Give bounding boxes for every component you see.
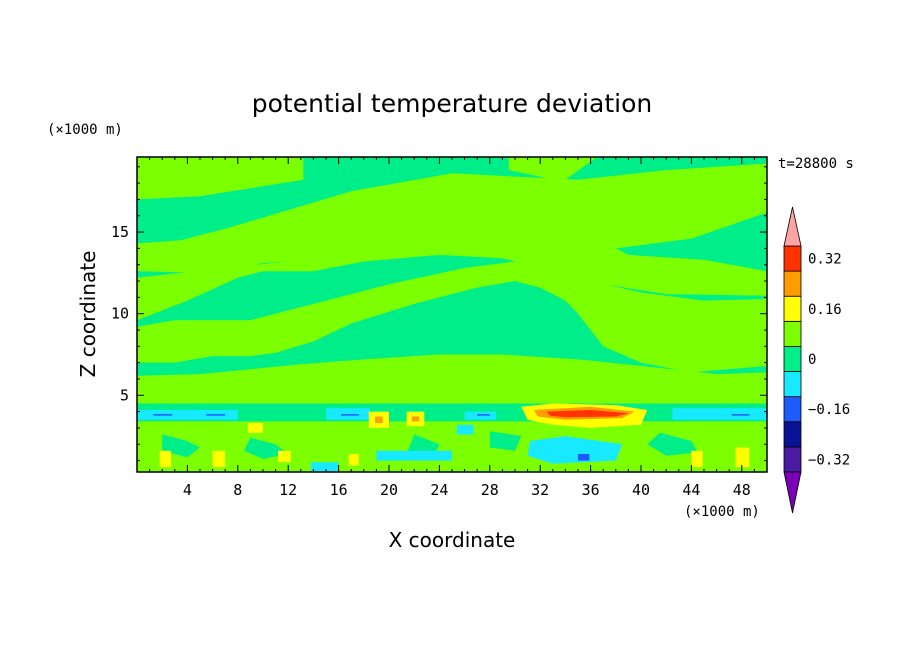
contour-region [137, 261, 767, 373]
contour-region [137, 157, 304, 200]
x-tick-label: 4 [183, 481, 192, 499]
x-tick-label: 24 [430, 481, 448, 499]
contour-region [326, 408, 371, 420]
colorbar-swatch [783, 346, 802, 372]
chart-title: potential temperature deviation [252, 89, 652, 118]
contour-region [672, 408, 767, 420]
contour-region [457, 424, 474, 435]
time-label: t=28800 s [778, 156, 854, 172]
contour-region [137, 163, 767, 273]
x-tick-label: 16 [330, 481, 348, 499]
x-tick-label: 40 [632, 481, 650, 499]
contour-region [278, 450, 291, 463]
contour-region [375, 416, 383, 423]
contour-region [376, 450, 452, 461]
contour-region [489, 431, 522, 451]
x-axis-label: X coordinate [389, 528, 516, 552]
colorbar-swatch [783, 421, 802, 448]
x-tick-label: 44 [682, 481, 700, 499]
x-tick-label: 8 [233, 481, 242, 499]
y-unit-label: (×1000 m) [47, 122, 123, 138]
contour-region [647, 432, 698, 456]
x-tick-label: 12 [279, 481, 297, 499]
x-tick-label: 20 [380, 481, 398, 499]
y-axis-label: Z coordinate [76, 251, 100, 378]
y-tick-label: 15 [111, 223, 129, 241]
colorbar-tick-label: 0.32 [808, 252, 842, 268]
contour-region [244, 437, 289, 459]
contour-region [212, 450, 226, 468]
colorbar-swatch [783, 396, 802, 423]
colorbar-min-arrow [783, 471, 802, 514]
contour-region [137, 240, 767, 321]
contour-region [269, 238, 326, 244]
contour-region [247, 423, 263, 433]
colorbar: −0.32 −0.16 0 0.16 0.32 [783, 206, 850, 514]
contour-region [137, 354, 767, 404]
y-tick-label: 5 [120, 386, 129, 404]
contour-region [348, 454, 359, 466]
colorbar-swatch [783, 245, 802, 272]
contour-region [159, 450, 171, 468]
contour-region [546, 410, 629, 418]
contour-region [735, 447, 750, 468]
colorbar-swatch [783, 320, 802, 347]
colorbar-tick-label: −0.16 [808, 402, 850, 418]
contour-region [162, 434, 200, 458]
y-tick-label: 10 [111, 305, 129, 323]
colorbar-max-arrow [783, 206, 802, 247]
colorbar-swatch [783, 295, 802, 322]
contour-fill-layer [137, 157, 767, 472]
x-tick-label: 32 [531, 481, 549, 499]
contour-region [137, 410, 238, 420]
x-tick-label: 28 [481, 481, 499, 499]
colorbar-swatch [783, 371, 802, 398]
contour-region [691, 450, 703, 468]
contour-region [527, 436, 623, 464]
contour-region [310, 462, 339, 472]
colorbar-swatch [783, 446, 802, 473]
colorbar-swatch [783, 270, 802, 297]
x-tick-label: 48 [733, 481, 751, 499]
contour-region [464, 411, 497, 420]
contour-region [411, 416, 420, 422]
colorbar-tick-label: 0.16 [808, 302, 842, 318]
colorbar-tick-label: 0 [808, 352, 816, 368]
colorbar-tick-label: −0.32 [808, 452, 850, 468]
x-unit-label: (×1000 m) [684, 504, 760, 520]
contour-region [508, 157, 597, 182]
contour-region [578, 454, 590, 461]
x-tick-label: 36 [582, 481, 600, 499]
